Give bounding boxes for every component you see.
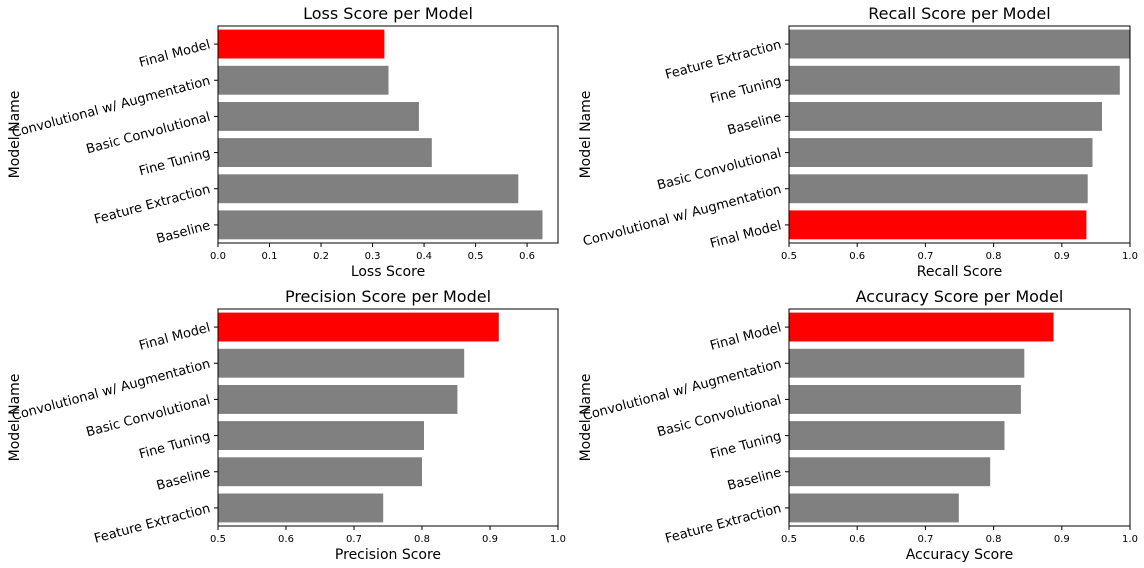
x-tick-label: 0.1	[262, 251, 278, 262]
plot-frame	[217, 25, 559, 244]
x-tick-label: 0.9	[1054, 251, 1070, 262]
chart-title: Recall Score per Model	[868, 4, 1050, 23]
x-tick-label: 0.5	[468, 251, 484, 262]
x-tick-label: 1.0	[550, 534, 566, 545]
y-tick-label: Baseline	[155, 218, 212, 247]
bar-basic-convolutional	[789, 138, 1093, 167]
bar-final-model	[789, 210, 1087, 240]
y-tick-label: Feature Extraction	[93, 182, 212, 227]
y-axis-label: Model Name	[7, 374, 23, 462]
bar-baseline	[789, 457, 991, 487]
x-tick-label: 1.0	[1122, 251, 1138, 262]
plot-frame	[217, 308, 559, 527]
bar-baseline	[218, 210, 543, 240]
y-tick-label: Feature Extraction	[93, 501, 212, 546]
bar-fine-tuning	[218, 421, 424, 450]
plot-frame	[788, 308, 1131, 527]
bar-final-model	[218, 29, 385, 59]
y-axis-label: Model Name	[578, 91, 594, 179]
bar-feature-extraction	[218, 174, 519, 204]
y-tick-label: Baseline	[155, 465, 212, 494]
bar-basic-convolutional	[218, 102, 419, 131]
y-tick-label: Fine Tuning	[709, 429, 783, 462]
chart-title: Loss Score per Model	[303, 4, 473, 23]
bar-basic-convolutional	[789, 385, 1021, 414]
y-axis-label: Model Name	[578, 374, 594, 462]
x-tick-label: 0.7	[917, 534, 933, 545]
x-tick-label: 0.2	[313, 251, 329, 262]
bar-final-model	[789, 312, 1054, 342]
bar-fine-tuning	[789, 421, 1005, 450]
x-tick-label: 0.9	[1054, 534, 1070, 545]
x-tick-label: 0.4	[416, 251, 432, 262]
y-tick-label: Final Model	[138, 37, 213, 70]
bar-feature-extraction	[789, 29, 1130, 59]
x-axis-label: Accuracy Score	[906, 547, 1014, 563]
y-tick-label: Final Model	[138, 320, 213, 353]
bar-convolutional-w-augmentation	[218, 65, 389, 95]
chart-title: Accuracy Score per Model	[856, 287, 1064, 306]
bar-convolutional-w-augmentation	[789, 348, 1025, 378]
x-tick-label: 0.3	[365, 251, 381, 262]
y-tick-label: Baseline	[726, 465, 783, 494]
y-tick-label: Feature Extraction	[664, 501, 783, 546]
x-axis-label: Precision Score	[335, 547, 441, 563]
bar-fine-tuning	[218, 138, 432, 167]
y-tick-label: Feature Extraction	[664, 37, 783, 82]
y-tick-label: Fine Tuning	[138, 146, 212, 179]
plot-frame	[788, 25, 1131, 244]
bar-convolutional-w-augmentation	[789, 174, 1088, 204]
x-tick-label: 0.8	[986, 534, 1002, 545]
x-tick-label: 0.7	[346, 534, 362, 545]
x-tick-label: 0.0	[210, 251, 226, 262]
bar-feature-extraction	[218, 493, 384, 523]
x-axis-label: Recall Score	[917, 264, 1002, 280]
bar-convolutional-w-augmentation	[218, 348, 465, 378]
x-tick-label: 0.6	[519, 251, 535, 262]
y-axis-label: Model Name	[7, 91, 23, 179]
x-tick-label: 1.0	[1122, 534, 1138, 545]
x-tick-label: 0.6	[849, 251, 865, 262]
y-tick-label: Baseline	[726, 110, 783, 139]
bar-fine-tuning	[789, 65, 1120, 95]
y-tick-label: Final Model	[709, 218, 784, 251]
x-tick-label: 0.7	[917, 251, 933, 262]
bar-feature-extraction	[789, 493, 959, 523]
x-tick-label: 0.5	[781, 251, 797, 262]
x-tick-label: 0.5	[210, 534, 226, 545]
bar-final-model	[218, 312, 499, 342]
x-tick-label: 0.6	[849, 534, 865, 545]
x-tick-label: 0.9	[482, 534, 498, 545]
x-axis-label: Loss Score	[351, 264, 425, 280]
x-tick-label: 0.6	[278, 534, 294, 545]
x-tick-label: 0.8	[414, 534, 430, 545]
y-tick-label: Final Model	[709, 320, 784, 353]
y-tick-label: Fine Tuning	[709, 74, 783, 107]
bar-baseline	[789, 102, 1102, 131]
bar-basic-convolutional	[218, 385, 458, 414]
y-tick-label: Fine Tuning	[138, 429, 212, 462]
x-tick-label: 0.5	[781, 534, 797, 545]
chart-title: Precision Score per Model	[285, 287, 491, 306]
x-tick-label: 0.8	[986, 251, 1002, 262]
bar-baseline	[218, 457, 422, 487]
